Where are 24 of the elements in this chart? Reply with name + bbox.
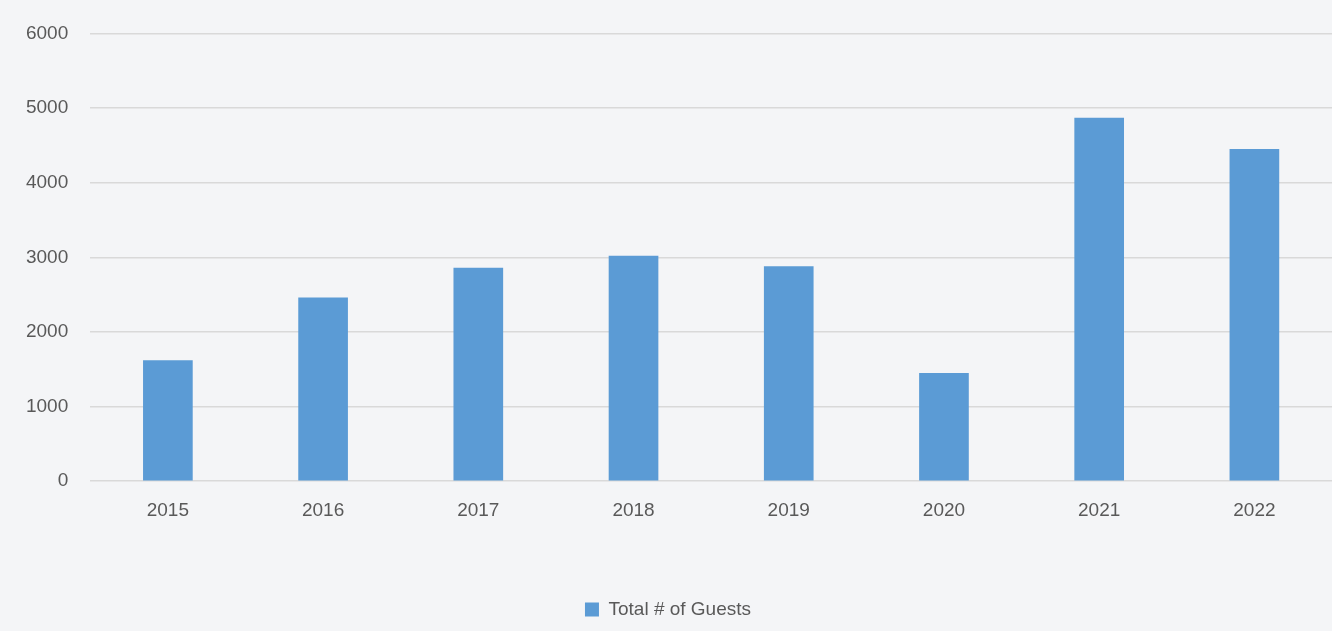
x-tick-label: 2020 <box>922 498 966 520</box>
x-tick-label: 2019 <box>767 498 810 520</box>
y-tick-label: 2000 <box>25 320 69 342</box>
y-tick-label: 0 <box>57 469 69 491</box>
y-tick-label: 6000 <box>25 21 69 43</box>
bar <box>298 297 348 481</box>
x-tick-label: 2021 <box>1078 498 1121 520</box>
bar <box>763 266 814 481</box>
x-tick-label: 2015 <box>146 498 190 520</box>
y-tick-label: 5000 <box>25 96 69 118</box>
x-tick-label: 2016 <box>301 498 345 520</box>
legend-label: Total # of Guests <box>608 597 752 619</box>
y-tick-label: 3000 <box>25 245 69 267</box>
y-tick-label: 1000 <box>25 394 69 416</box>
bar <box>1074 117 1125 481</box>
bar <box>1229 149 1280 481</box>
bar <box>143 360 193 481</box>
x-tick-label: 2018 <box>612 498 655 520</box>
bar <box>453 267 504 481</box>
bar <box>608 255 659 481</box>
x-tick-label: 2017 <box>457 498 500 520</box>
bar <box>919 372 969 481</box>
x-tick-label: 2022 <box>1233 498 1276 520</box>
y-tick-label: 4000 <box>25 170 69 192</box>
